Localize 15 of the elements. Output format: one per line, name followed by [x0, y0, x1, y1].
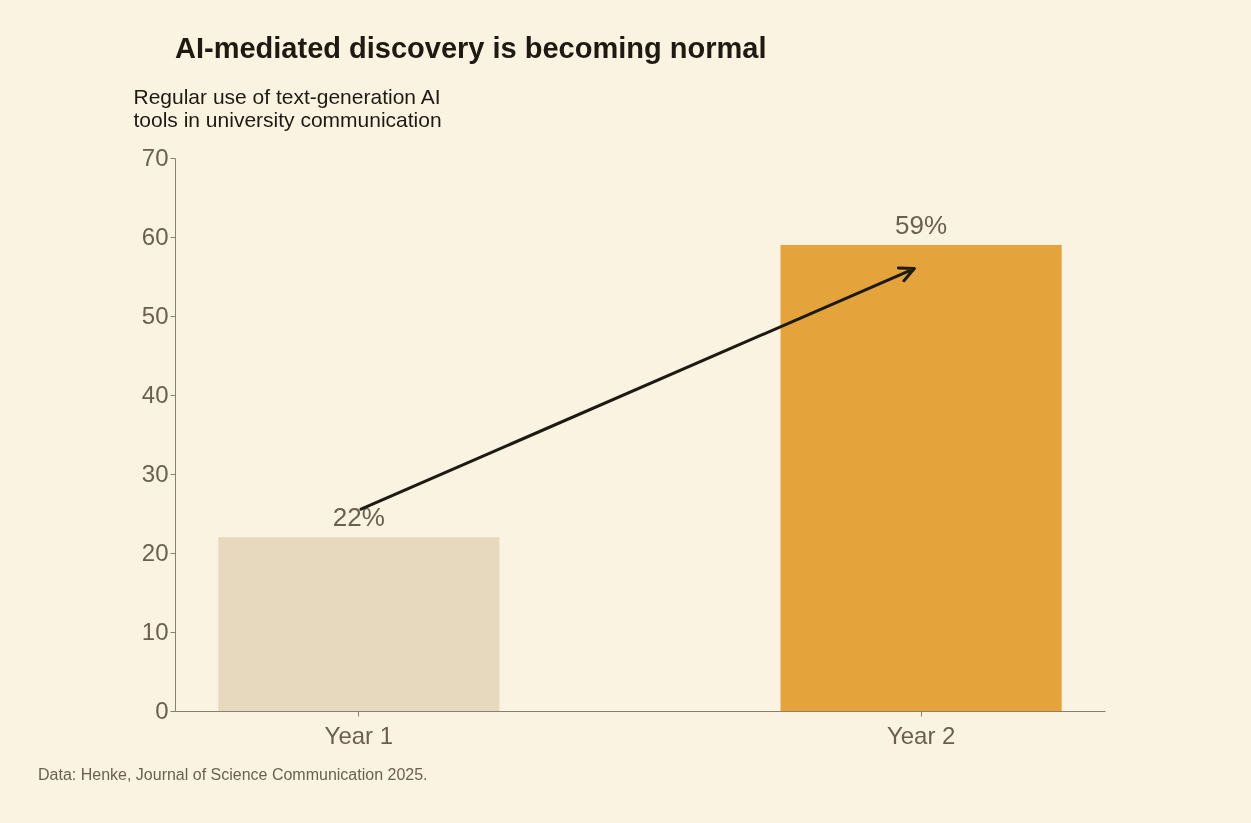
y-tick-label: 20: [141, 538, 169, 566]
text: Data: Henke, Journal of Science Communication 2025.: [38, 766, 428, 784]
y-tick-label: 10: [141, 617, 169, 645]
y-tick-label: 30: [141, 459, 169, 487]
y-tick-label: 60: [141, 222, 169, 250]
x-tick-label: Year 1: [324, 721, 394, 749]
y-tick-label: 0: [155, 696, 169, 724]
y-tick-label: 40: [141, 380, 169, 408]
x-tick-label: Year 2: [886, 721, 956, 749]
y-tick-label: 70: [141, 143, 169, 171]
y-axis-title: Regular use of text-generation AI tools in university communication: [133, 84, 442, 131]
chart-title: AI-mediated discovery is becoming normal: [175, 32, 767, 65]
y-tick-label: 50: [141, 301, 169, 329]
data-label: 22%: [332, 502, 385, 533]
data-label: 59%: [895, 209, 948, 240]
